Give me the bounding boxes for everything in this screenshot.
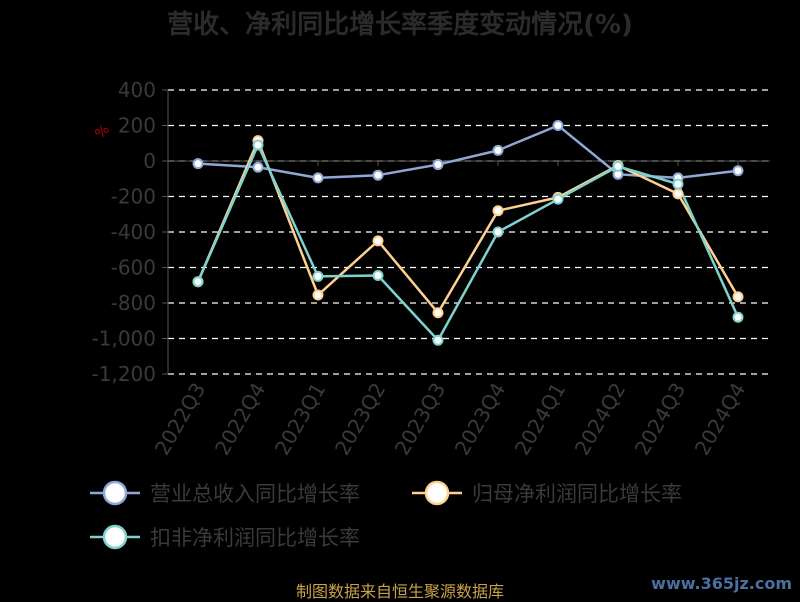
x-tick-label: 2023Q1 (270, 379, 330, 460)
data-point (432, 307, 444, 319)
data-point (672, 188, 684, 200)
x-tick-label: 2024Q4 (690, 379, 750, 460)
grid-lines (168, 89, 770, 375)
data-point (312, 172, 324, 184)
data-point (552, 120, 564, 131)
data-point (492, 144, 504, 156)
series-line (196, 139, 740, 315)
data-point (732, 311, 744, 323)
legend-label: 归母净利润同比增长率 (472, 482, 682, 506)
legend-marker (102, 480, 128, 506)
legend-marker (102, 524, 128, 550)
data-point (372, 169, 384, 181)
y-tick-label: 200 (118, 114, 156, 138)
y-tick-label: -200 (111, 185, 156, 209)
chart-title: 营收、净利同比增长率季度变动情况(%) (167, 9, 633, 40)
data-point (432, 159, 444, 171)
data-point (432, 334, 444, 346)
legend-item[interactable]: 扣非净利润同比增长率 (90, 524, 360, 550)
y-tick-label: -800 (111, 291, 156, 315)
data-point (552, 193, 564, 205)
y-tick-label: 400 (118, 78, 156, 102)
y-tick-label: 0 (143, 149, 156, 173)
series-line (196, 143, 740, 342)
data-point (492, 205, 504, 217)
legend-label: 扣非净利润同比增长率 (150, 526, 360, 550)
legend-marker (424, 480, 450, 506)
x-tick-label: 2024Q2 (570, 379, 630, 460)
data-point (372, 269, 384, 281)
legend-item[interactable]: 营业总收入同比增长率 (90, 480, 360, 506)
data-point (372, 235, 384, 247)
series-line (197, 124, 739, 180)
axes: 4002000-200-400-600-800-1,000-1,2002022Q… (92, 78, 770, 459)
x-tick-label: 2022Q3 (150, 379, 210, 460)
y-unit-label: % (92, 121, 113, 142)
data-point (612, 160, 624, 172)
x-tick-label: 2024Q1 (510, 379, 570, 460)
x-tick-label: 2022Q4 (210, 379, 270, 460)
data-point (312, 270, 324, 282)
legend-item[interactable]: 归母净利润同比增长率 (412, 480, 682, 506)
data-point (312, 289, 324, 301)
y-tick-label: -400 (111, 220, 156, 244)
data-point (672, 178, 684, 190)
data-point (192, 276, 204, 288)
data-source-note: 制图数据来自恒生聚源数据库 (295, 582, 504, 601)
data-point (492, 226, 504, 238)
y-tick-label: -1,200 (92, 362, 156, 386)
x-tick-label: 2023Q2 (330, 379, 390, 460)
x-tick-label: 2023Q3 (390, 379, 450, 460)
site-watermark: www.365jz.com (651, 574, 792, 593)
data-point (732, 165, 744, 177)
y-tick-label: -600 (111, 256, 156, 280)
x-tick-label: 2024Q3 (630, 379, 690, 460)
data-point (252, 139, 264, 151)
y-tick-label: -1,000 (92, 327, 156, 351)
x-tick-label: 2023Q4 (450, 379, 510, 460)
legend-label: 营业总收入同比增长率 (150, 482, 360, 506)
data-point (732, 291, 744, 303)
data-point (192, 158, 204, 170)
series-layer (192, 120, 744, 346)
data-point (252, 161, 264, 173)
